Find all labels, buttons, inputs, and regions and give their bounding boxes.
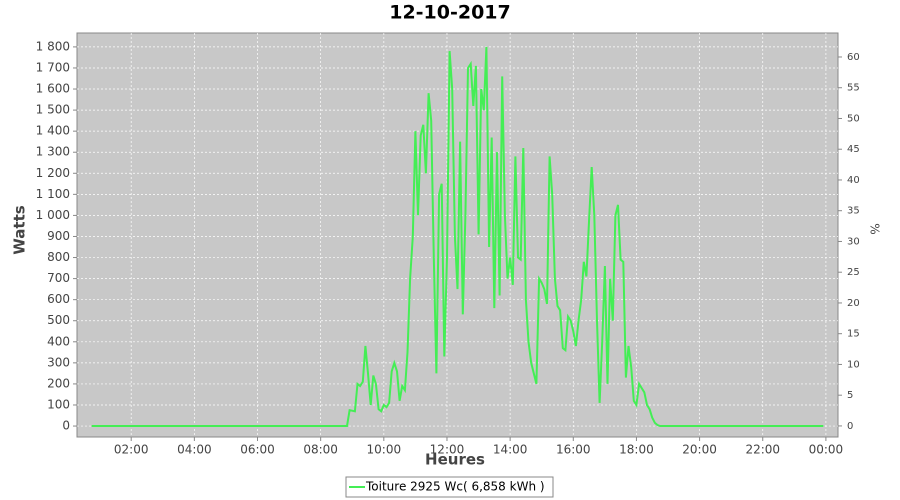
x-tick-label: 08:00 (303, 443, 338, 457)
y2-tick-label: 10 (847, 359, 860, 370)
x-tick-label: 16:00 (556, 443, 591, 457)
y2-tick-label: 15 (847, 329, 860, 340)
y-tick-label: 100 (47, 397, 70, 411)
y-tick-label: 900 (47, 229, 70, 243)
y2-axis-title: % (868, 223, 882, 234)
x-axis-title: Heures (425, 451, 485, 469)
y-tick-label: 400 (47, 334, 70, 348)
y2-tick-label: 55 (847, 83, 860, 94)
y2-tick-label: 20 (847, 298, 860, 309)
y2-tick-label: 30 (847, 236, 860, 247)
data-line (91, 46, 824, 427)
x-tick-label: 14:00 (493, 443, 528, 457)
y2-tick-label: 25 (847, 267, 860, 278)
y2-tick-label: 50 (847, 113, 860, 124)
x-tick-label: 22:00 (745, 443, 780, 457)
y2-tick-label: 45 (847, 144, 860, 155)
y-tick-label: 800 (47, 250, 70, 264)
y-tick-label: 200 (47, 376, 70, 390)
y-tick-label: 700 (47, 271, 70, 285)
x-tick-label: 02:00 (114, 443, 149, 457)
y2-tick-label: 60 (847, 52, 860, 63)
legend-box (345, 476, 554, 498)
x-tick-label: 04:00 (177, 443, 212, 457)
y-tick-label: 1 300 (36, 145, 70, 159)
y-tick-label: 1 500 (36, 103, 70, 117)
y-tick-label: 1 400 (36, 124, 70, 138)
y-tick-label: 600 (47, 292, 70, 306)
y-axis-title: Watts (11, 205, 29, 254)
x-tick-label: 06:00 (240, 443, 275, 457)
y-tick-label: 1 600 (36, 82, 70, 96)
y2-tick-label: 35 (847, 206, 860, 217)
y-tick-label: 1 100 (36, 187, 70, 201)
y2-tick-label: 40 (847, 175, 860, 186)
x-tick-label: 00:00 (809, 443, 844, 457)
y-tick-label: 1 200 (36, 166, 70, 180)
y-tick-label: 1 000 (36, 208, 70, 222)
chart-title: 12-10-2017 (389, 2, 511, 24)
y-tick-label: 500 (47, 313, 70, 327)
y-tick-label: 1 800 (36, 39, 70, 53)
x-tick-label: 12:00 (430, 443, 465, 457)
y-tick-label: 0 (62, 419, 70, 433)
x-tick-label: 18:00 (619, 443, 654, 457)
x-tick-label: 10:00 (367, 443, 402, 457)
legend-label: Toiture 2925 Wc( 6,858 kWh ) (365, 480, 545, 494)
y-tick-label: 1 700 (36, 60, 70, 74)
x-tick-label: 20:00 (682, 443, 717, 457)
y2-tick-label: 0 (847, 421, 853, 432)
y2-tick-label: 5 (847, 390, 853, 401)
y-tick-label: 300 (47, 355, 70, 369)
